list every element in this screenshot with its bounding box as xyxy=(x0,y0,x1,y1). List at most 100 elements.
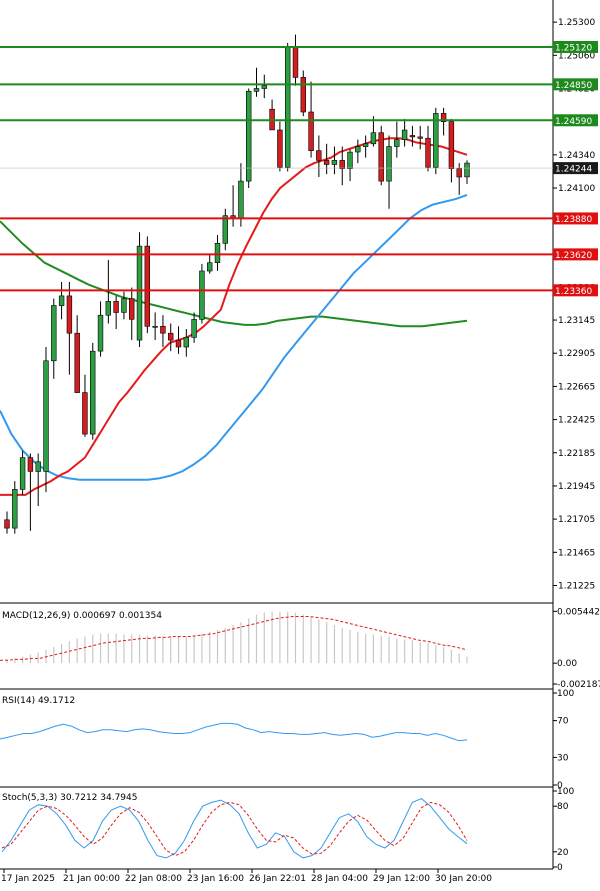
price-tick-label: 1.22425 xyxy=(558,416,595,426)
candle-body xyxy=(323,160,330,165)
candle-body xyxy=(456,168,462,178)
price-tick-label: 1.24100 xyxy=(558,184,595,194)
candle-body xyxy=(136,245,143,341)
candle-body xyxy=(58,295,65,306)
stochastic-tick-label: 100 xyxy=(557,787,574,797)
candle xyxy=(409,125,416,147)
candle-body xyxy=(19,457,26,490)
rsi-line xyxy=(0,722,468,742)
candle xyxy=(300,70,306,117)
candle-body xyxy=(433,113,439,168)
candle xyxy=(183,329,189,357)
price-tick-label: 1.23145 xyxy=(558,316,595,326)
candle-body xyxy=(183,336,189,348)
candle xyxy=(199,264,205,324)
candle xyxy=(323,143,330,175)
time-tick-label: 17 Jan 2025 xyxy=(1,874,55,884)
candle xyxy=(355,139,361,164)
candle xyxy=(394,121,400,158)
candle-body xyxy=(97,314,104,352)
level-price-box xyxy=(553,284,598,297)
candle xyxy=(129,287,135,341)
candle xyxy=(27,453,34,531)
stochastic-tick-label: 0 xyxy=(557,863,563,873)
candle xyxy=(43,347,49,493)
rsi-tick-label: 30 xyxy=(557,753,569,763)
candle-body xyxy=(253,88,260,92)
time-tick-label: 23 Jan 16:00 xyxy=(187,874,244,884)
candle xyxy=(440,107,447,136)
macd-label: MACD(12,26,9) 0.000697 0.001354 xyxy=(2,611,162,621)
candle xyxy=(168,323,174,352)
candle-body xyxy=(51,305,57,362)
level-price-box xyxy=(553,212,598,225)
price-tick-label: 1.24340 xyxy=(558,151,595,161)
candle xyxy=(113,295,119,330)
level-price-label: 1.23620 xyxy=(555,251,592,261)
price-tick-label: 1.22665 xyxy=(558,382,595,392)
candle-body xyxy=(207,262,213,272)
candle xyxy=(175,326,182,354)
candle-body xyxy=(284,46,291,168)
candle xyxy=(417,125,423,150)
stochastic-label: Stoch(5,3,3) 30.7212 34.7945 xyxy=(2,793,137,803)
candle-body xyxy=(12,489,18,529)
candle xyxy=(160,315,166,348)
candle-body xyxy=(90,350,96,435)
rsi-tick-label: 100 xyxy=(557,689,574,699)
candle xyxy=(82,374,88,437)
level-price-label: 1.23880 xyxy=(555,215,592,225)
candle-body xyxy=(246,90,252,182)
level-price-box xyxy=(553,78,598,91)
candle xyxy=(362,135,369,158)
candle xyxy=(456,163,462,195)
candle-body xyxy=(35,461,41,472)
pane-frames xyxy=(0,0,554,870)
candle-body xyxy=(347,151,353,170)
candle xyxy=(51,298,57,379)
candle xyxy=(261,74,267,99)
candle xyxy=(339,146,345,186)
candle xyxy=(121,291,127,320)
candle-body xyxy=(292,46,299,78)
macd-pane: 0.005442 0.00 -0.002187 xyxy=(0,607,600,690)
time-tick-label: 26 Jan 22:01 xyxy=(249,874,306,884)
time-tick-label: 28 Jan 04:00 xyxy=(311,874,368,884)
candle xyxy=(378,125,384,186)
candle-body xyxy=(277,129,283,168)
stochastic-k-line xyxy=(1,798,468,859)
candle xyxy=(97,301,104,357)
candle xyxy=(253,67,260,97)
time-tick-label: 30 Jan 20:00 xyxy=(435,874,492,884)
price-tick-label: 1.25060 xyxy=(558,51,595,61)
candle-body xyxy=(316,150,322,161)
time-tick-label: 21 Jan 00:00 xyxy=(63,874,120,884)
ma-blue-line xyxy=(0,193,468,481)
candle xyxy=(35,453,41,506)
candle-body xyxy=(355,146,361,153)
candle-body xyxy=(105,301,112,316)
candle-body xyxy=(394,139,400,147)
candle xyxy=(277,121,283,172)
candle-body xyxy=(464,162,470,178)
candle xyxy=(464,160,470,184)
time-axis: 17 Jan 2025 21 Jan 00:00 22 Jan 08:00 23 Ja… xyxy=(1,869,492,884)
candle-body xyxy=(214,243,221,264)
candle xyxy=(66,282,73,375)
current-price-label: 1.24244 xyxy=(555,165,592,175)
candle-body xyxy=(425,137,431,168)
candle xyxy=(386,135,392,209)
candle-body xyxy=(339,160,345,169)
candle-body xyxy=(238,180,244,219)
horizontal-levels[interactable]: 1.25120 1.24850 1.24590 1.23880 1.23620 1.233… xyxy=(0,41,598,297)
candle-body xyxy=(331,160,338,165)
candle-body xyxy=(113,301,119,313)
candle xyxy=(425,125,431,172)
level-price-label: 1.24590 xyxy=(555,117,592,127)
level-price-label: 1.23360 xyxy=(555,287,592,297)
candle-body xyxy=(152,325,158,328)
price-tick-label: 1.22905 xyxy=(558,349,595,359)
candle-body xyxy=(129,298,135,320)
